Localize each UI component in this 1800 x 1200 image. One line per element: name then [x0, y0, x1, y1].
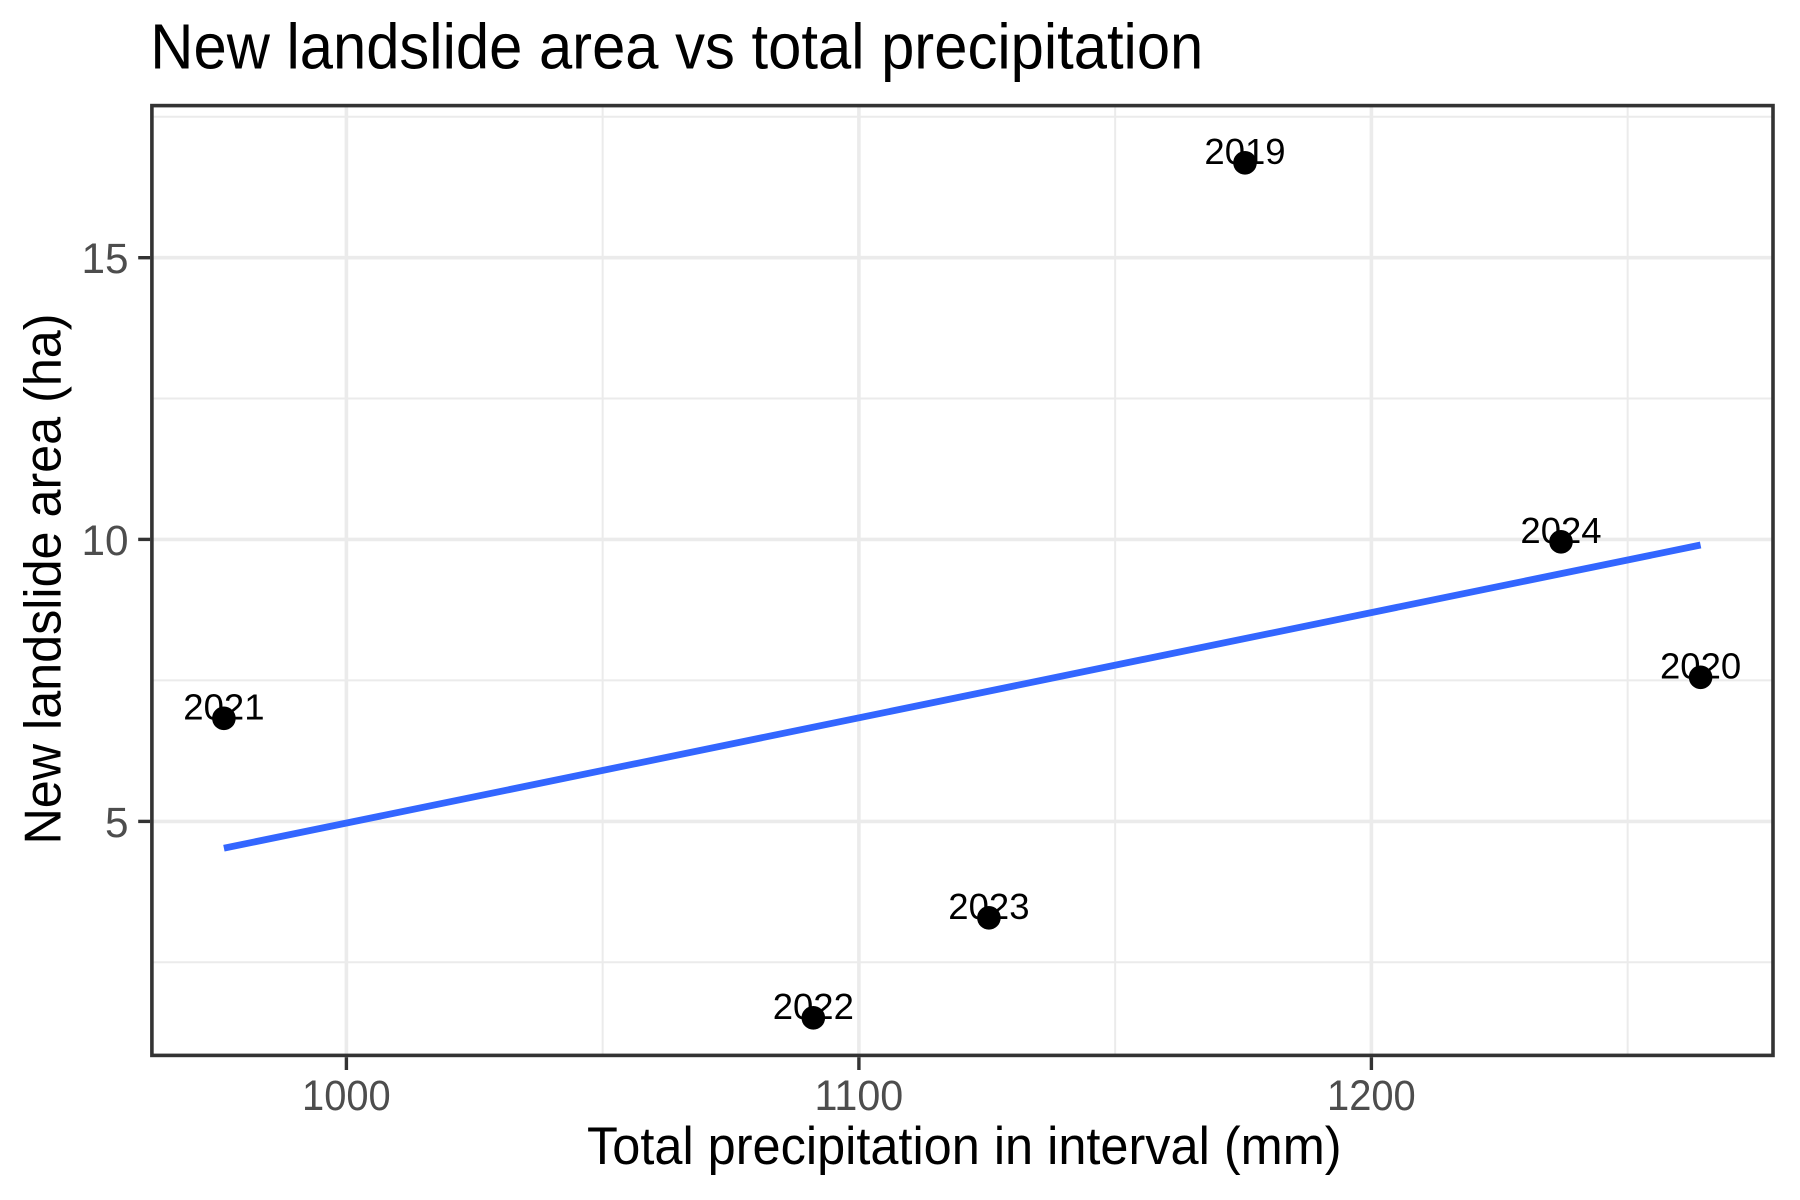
svg-text:15: 15: [81, 235, 128, 282]
svg-text:New landslide area (ha): New landslide area (ha): [15, 314, 73, 845]
svg-text:2020: 2020: [1660, 646, 1741, 687]
svg-text:2019: 2019: [1204, 131, 1285, 172]
svg-text:2022: 2022: [773, 986, 854, 1027]
svg-text:10: 10: [81, 517, 128, 564]
svg-text:2024: 2024: [1520, 510, 1601, 551]
svg-text:2023: 2023: [948, 886, 1029, 927]
svg-text:1100: 1100: [815, 1072, 904, 1119]
svg-text:New landslide area vs total pr: New landslide area vs total precipitatio…: [150, 11, 1203, 83]
svg-text:1200: 1200: [1327, 1072, 1416, 1119]
svg-text:1000: 1000: [302, 1072, 391, 1119]
svg-text:2021: 2021: [183, 687, 264, 728]
svg-text:Total precipitation in interva: Total precipitation in interval (mm): [587, 1117, 1342, 1176]
svg-text:5: 5: [105, 799, 129, 846]
